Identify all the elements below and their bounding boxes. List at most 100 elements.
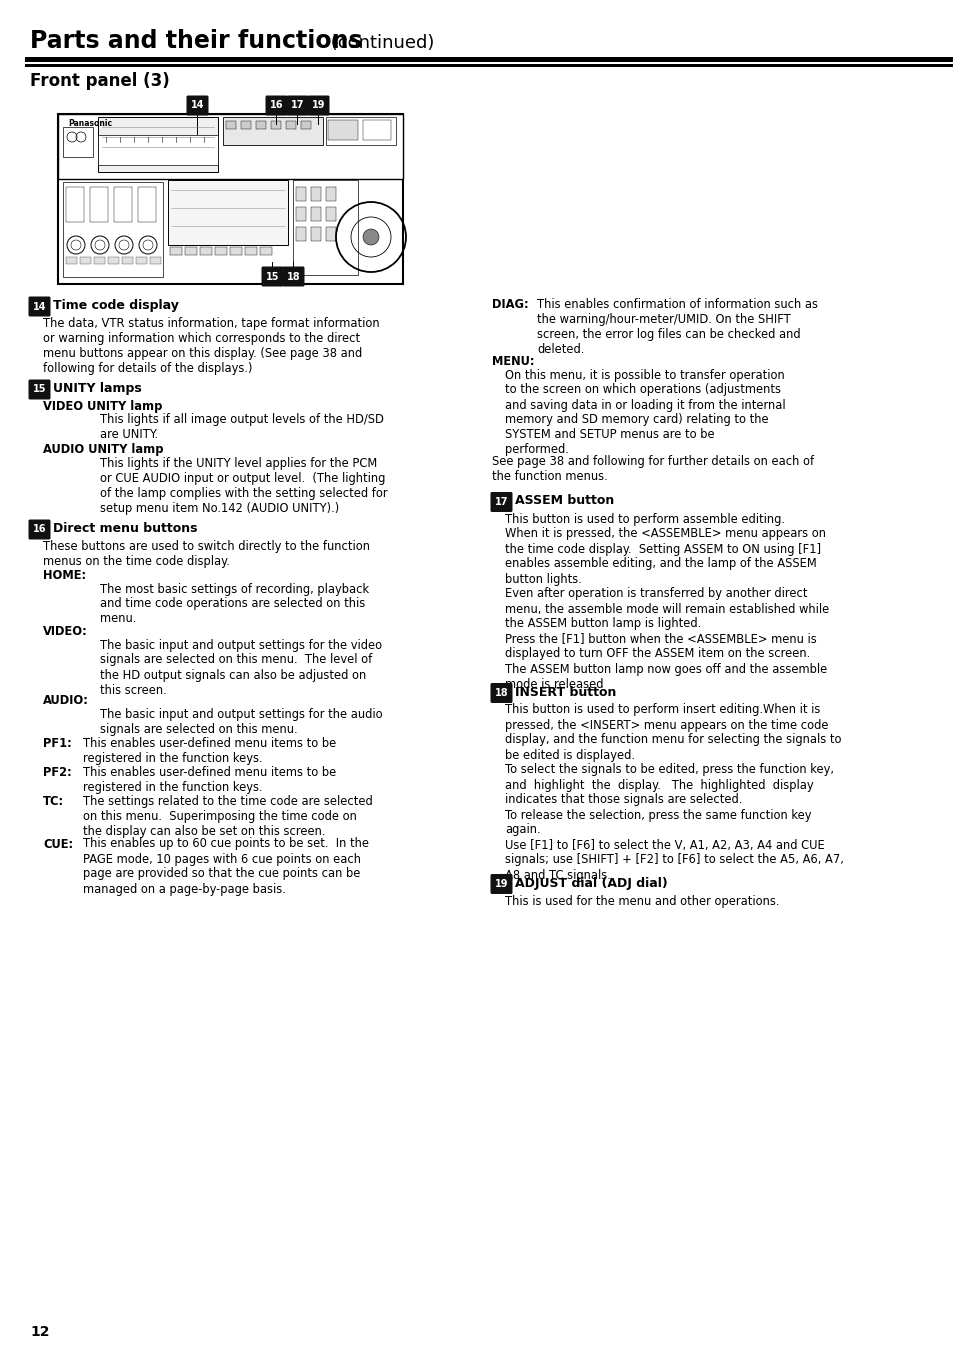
FancyBboxPatch shape [186,96,209,115]
FancyBboxPatch shape [282,266,304,286]
Bar [295,207,306,222]
Bar [90,186,108,222]
Bar [301,122,311,128]
FancyBboxPatch shape [490,492,512,512]
Bar [66,257,77,263]
FancyBboxPatch shape [29,296,51,316]
Text: INSERT button: INSERT button [515,685,616,698]
Text: These buttons are used to switch directly to the function
menus on the time code: These buttons are used to switch directl… [43,540,370,567]
Text: PF2:: PF2: [43,766,71,780]
Text: On this menu, it is possible to transfer operation
to the screen on which operat: On this menu, it is possible to transfer… [504,369,785,457]
Text: 19: 19 [495,880,508,889]
Text: Panasonic: Panasonic [68,119,112,128]
Text: This button is used to perform insert editing.When it is
pressed, the <INSERT> m: This button is used to perform insert ed… [504,704,843,881]
Bar [311,227,320,240]
Bar [185,247,196,255]
Text: HOME:: HOME: [43,569,86,582]
Bar [58,113,402,284]
Bar [260,247,272,255]
FancyBboxPatch shape [29,380,51,400]
Text: The settings related to the time code are selected
on this menu.  Superimposing : The settings related to the time code ar… [83,794,373,838]
Text: DIAG:: DIAG: [492,299,528,311]
Text: Time code display: Time code display [53,299,179,312]
Text: The most basic settings of recording, playback
and time code operations are sele: The most basic settings of recording, pl… [100,582,369,626]
Bar [226,122,235,128]
Bar [245,247,256,255]
Text: Parts and their functions: Parts and their functions [30,28,362,53]
Text: This button is used to perform assemble editing.
When it is pressed, the <ASSEMB: This button is used to perform assemble … [504,512,828,690]
Text: 19: 19 [312,100,325,111]
FancyBboxPatch shape [265,96,287,115]
Bar [113,186,132,222]
Bar [138,186,156,222]
FancyBboxPatch shape [261,266,283,286]
Text: MENU:: MENU: [492,355,534,367]
Text: See page 38 and following for further details on each of
the function menus.: See page 38 and following for further de… [492,454,813,482]
Text: This lights if all image output levels of the HD/SD
are UNITY.: This lights if all image output levels o… [100,413,383,442]
Bar [286,122,295,128]
Text: This enables user-defined menu items to be
registered in the function keys.: This enables user-defined menu items to … [83,766,335,794]
Text: ASSEM button: ASSEM button [515,494,614,508]
Text: ADJUST dial (ADJ dial): ADJUST dial (ADJ dial) [515,877,667,889]
Bar [326,207,335,222]
Text: This enables user-defined menu items to be
registered in the function keys.: This enables user-defined menu items to … [83,738,335,765]
Bar [326,186,335,201]
Bar [326,227,335,240]
Text: 15: 15 [266,272,279,281]
Text: The basic input and output settings for the audio
signals are selected on this m: The basic input and output settings for … [100,708,382,736]
Text: The basic input and output settings for the video
signals are selected on this m: The basic input and output settings for … [100,639,382,697]
Text: AUDIO UNITY lamp: AUDIO UNITY lamp [43,443,163,457]
Text: (continued): (continued) [325,34,434,51]
FancyBboxPatch shape [490,684,512,703]
Bar [168,180,288,245]
Bar [241,122,251,128]
Text: TC:: TC: [43,794,64,808]
Text: 14: 14 [191,100,204,111]
Text: VIDEO:: VIDEO: [43,626,88,638]
Text: This is used for the menu and other operations.: This is used for the menu and other oper… [504,894,779,908]
Text: Direct menu buttons: Direct menu buttons [53,521,197,535]
Bar [58,113,402,178]
FancyBboxPatch shape [307,96,329,115]
Text: AUDIO:: AUDIO: [43,694,89,708]
Bar [170,247,182,255]
Bar [328,120,357,141]
Bar [295,227,306,240]
Text: This enables up to 60 cue points to be set.  In the
PAGE mode, 10 pages with 6 c: This enables up to 60 cue points to be s… [83,838,369,896]
Bar [122,257,132,263]
Bar [80,257,91,263]
Bar [295,186,306,201]
Text: 17: 17 [495,497,508,507]
Bar [66,186,84,222]
Bar [293,180,357,276]
Bar [271,122,281,128]
FancyBboxPatch shape [286,96,308,115]
Text: 18: 18 [287,272,300,281]
Bar [311,186,320,201]
Text: 15: 15 [32,385,46,394]
Bar [63,182,163,277]
Text: 14: 14 [32,301,46,312]
Bar [200,247,212,255]
Bar [223,118,323,145]
Text: 18: 18 [495,688,508,698]
FancyBboxPatch shape [490,874,512,894]
Text: The data, VTR status information, tape format information
or warning information: The data, VTR status information, tape f… [43,317,379,376]
Text: This enables confirmation of information such as
the warning/hour-meter/UMID. On: This enables confirmation of information… [537,299,817,357]
Text: 17: 17 [291,100,304,111]
Text: 16: 16 [32,524,46,535]
Text: 16: 16 [270,100,283,111]
Text: 12: 12 [30,1325,50,1339]
Text: VIDEO UNITY lamp: VIDEO UNITY lamp [43,400,162,413]
Text: PF1:: PF1: [43,738,71,750]
Bar [311,207,320,222]
Bar [98,118,218,172]
Bar [94,257,105,263]
Bar [363,120,391,141]
Text: This lights if the UNITY level applies for the PCM
or CUE AUDIO input or output : This lights if the UNITY level applies f… [100,457,387,515]
Bar [150,257,161,263]
Text: UNITY lamps: UNITY lamps [53,382,142,394]
Bar [98,135,218,165]
Bar [255,122,266,128]
Text: CUE:: CUE: [43,838,73,851]
